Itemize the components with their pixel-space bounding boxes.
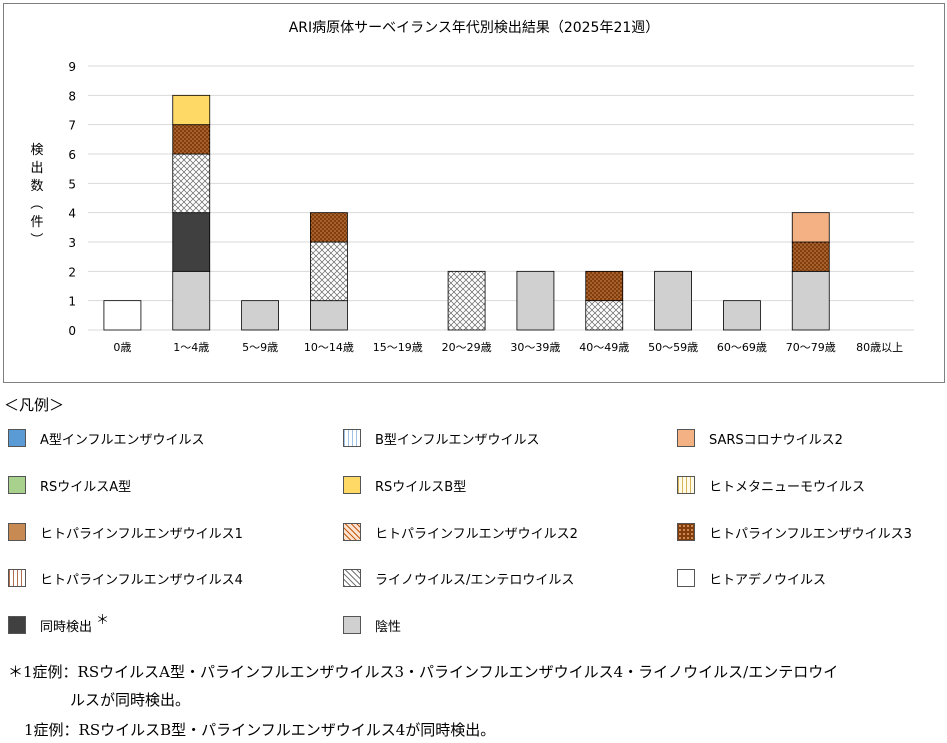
bar-segment-rsvb <box>172 94 211 126</box>
legend-item-negative: 陰性 <box>343 614 401 636</box>
legend-heading: ＜凡例＞ <box>4 396 65 414</box>
bar-segment-sars <box>791 212 830 243</box>
x-tick-label: 30～39歳 <box>510 341 560 354</box>
x-tick-label: 40～49歳 <box>579 341 629 354</box>
x-tick-label: 60～69歳 <box>717 341 767 354</box>
legend-item-hpiv3: ヒトパラインフルエンザウイルス3 <box>677 521 912 543</box>
x-tick-label: 80歳以上 <box>856 341 903 354</box>
legend-swatch <box>677 476 695 494</box>
legend-label: SARSコロナウイルス2 <box>709 432 843 448</box>
legend-swatch <box>343 523 361 541</box>
chart-frame: ARI病原体サーベイランス年代別検出結果（2025年21週） 0 1 2 3 4 5 6 7 8… <box>3 3 945 383</box>
x-tick-label: 1～4歳 <box>173 341 209 354</box>
bar-segment-adeno <box>103 300 142 331</box>
legend-swatch <box>677 429 695 447</box>
svg-text:（: （ <box>28 196 43 209</box>
legend-swatch <box>8 523 26 541</box>
legend-item-hmpv: ヒトメタニューモウイルス <box>677 474 865 496</box>
bar-segment-rhino <box>310 241 348 302</box>
legend-swatch <box>677 523 695 541</box>
legend-item-adeno: ヒトアデノウイルス <box>677 567 826 589</box>
legend-item-rsvb: RSウイルスB型 <box>343 474 466 496</box>
legend-swatch <box>8 569 26 587</box>
legend-item-multi: 同時検出＊ <box>8 613 109 636</box>
x-tick-label: 20～29歳 <box>442 341 492 354</box>
footnote-line-2: ルスが同時検出。 <box>70 691 191 709</box>
y-axis-label: 検出数 （ 件 ） <box>28 143 44 246</box>
x-tick-label: 5～9歳 <box>242 341 278 354</box>
svg-text:出: 出 <box>30 161 43 176</box>
asterisk-mark: ＊ <box>96 612 110 628</box>
y-tick-label: 9 <box>68 60 76 74</box>
svg-text:件: 件 <box>30 215 43 230</box>
bar-segment-hpiv3 <box>310 212 348 243</box>
x-tick-label: 10～14歳 <box>304 341 354 354</box>
legend-label: ヒトパラインフルエンザウイルス2 <box>375 526 578 542</box>
legend-label: RSウイルスB型 <box>375 479 467 495</box>
legend-label: ヒトメタニューモウイルス <box>709 479 866 495</box>
x-tick-label: 70～79歳 <box>786 341 836 354</box>
legend-label: B型インフルエンザウイルス <box>375 432 540 448</box>
y-tick-label: 6 <box>68 148 76 162</box>
legend-item-hpiv1: ヒトパラインフルエンザウイルス1 <box>8 521 243 543</box>
bar-segment-negative <box>654 270 692 331</box>
x-tick-label: 0歳 <box>113 341 131 354</box>
bar-segment-rhino <box>172 153 211 214</box>
footnote-line-3: 1症例：RSウイルスB型・パラインフルエンザウイルス4が同時検出。 <box>24 721 496 739</box>
legend-label: RSウイルスA型 <box>40 479 132 495</box>
bar-segment-negative <box>516 270 555 331</box>
bar-segment-rhino <box>447 270 486 331</box>
legend-label: ヒトパラインフルエンザウイルス3 <box>709 526 912 542</box>
y-tick-label: 4 <box>68 207 76 221</box>
legend-label: 同時検出 <box>40 619 93 635</box>
legend-label: ライノウイルス/エンテロウイルス <box>375 572 575 588</box>
svg-text:）: ） <box>28 232 43 245</box>
x-tick-label: 15～19歳 <box>373 341 423 354</box>
legend-item-rsva: RSウイルスA型 <box>8 474 131 496</box>
svg-text:数: 数 <box>30 179 43 194</box>
y-tick-label: 2 <box>68 265 76 279</box>
legend-item-hpiv2: ヒトパラインフルエンザウイルス2 <box>343 521 578 543</box>
y-tick-label: 5 <box>68 177 76 191</box>
legend-swatch <box>8 476 26 494</box>
legend-item-hpiv4: ヒトパラインフルエンザウイルス4 <box>8 567 243 589</box>
bar-segment-hpiv3 <box>585 270 624 302</box>
y-tick-label: 8 <box>68 89 76 103</box>
legend-swatch <box>8 429 26 447</box>
bar-segment-negative <box>310 300 348 331</box>
y-tick-label: 1 <box>68 295 76 309</box>
bar-segment-negative <box>241 300 279 331</box>
bar-segment-hpiv3 <box>172 124 211 155</box>
legend-swatch <box>343 616 361 634</box>
legend-item-sars: SARSコロナウイルス2 <box>677 427 843 449</box>
bar-segment-multi <box>172 212 211 272</box>
bar-segment-negative <box>723 300 761 331</box>
svg-text:検: 検 <box>30 143 43 158</box>
legend-label: A型インフルエンザウイルス <box>40 432 205 448</box>
bar-segment-negative <box>172 270 211 331</box>
bar-segment-negative <box>791 270 830 331</box>
legend-swatch <box>343 476 361 494</box>
y-tick-label: 0 <box>68 324 76 338</box>
chart-title: ARI病原体サーベイランス年代別検出結果（2025年21週） <box>289 20 660 36</box>
y-tick-label: 7 <box>68 119 76 133</box>
legend-label: ヒトパラインフルエンザウイルス4 <box>40 572 243 588</box>
legend-label: ヒトアデノウイルス <box>709 572 827 588</box>
bar-segment-hpiv3 <box>791 241 830 272</box>
footnote-line-1: ＊1症例：RSウイルスA型・パラインフルエンザウイルス3・パラインフルエンザウイ… <box>8 663 839 681</box>
legend-item-fluB: B型インフルエンザウイルス <box>343 427 540 449</box>
legend-label: 陰性 <box>375 619 402 635</box>
bar-segment-rhino <box>585 300 624 331</box>
legend-swatch <box>8 616 26 634</box>
legend-item-fluA: A型インフルエンザウイルス <box>8 427 205 449</box>
bar-chart: ARI病原体サーベイランス年代別検出結果（2025年21週） 0 1 2 3 4 5 6 7 8… <box>28 20 914 354</box>
legend-swatch <box>343 429 361 447</box>
legend-label: ヒトパラインフルエンザウイルス1 <box>40 526 243 542</box>
legend-swatch <box>677 569 695 587</box>
y-tick-label: 3 <box>68 236 76 250</box>
legend-item-rhino: ライノウイルス/エンテロウイルス <box>343 567 574 589</box>
x-tick-label: 50～59歳 <box>648 341 698 354</box>
legend-swatch <box>343 569 361 587</box>
